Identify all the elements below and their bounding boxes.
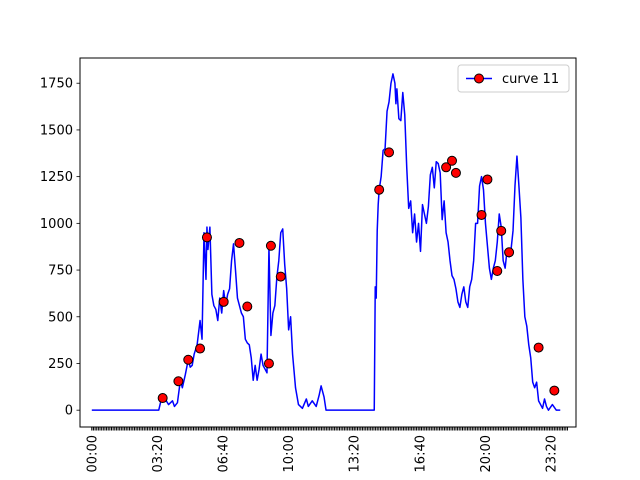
data-point-marker xyxy=(450,167,461,178)
data-point-marker xyxy=(496,225,507,236)
y-axis: 0 250 500 750 1000 1250 1500 1750 xyxy=(40,77,80,419)
data-point-marker xyxy=(447,155,457,166)
y-tick-label: 1500 xyxy=(40,123,73,138)
plot-area xyxy=(80,58,576,427)
y-tick-label: 250 xyxy=(48,357,73,372)
y-tick-label: 0 xyxy=(65,404,73,419)
data-point-marker xyxy=(263,358,274,369)
x-tick-label: 10:00 xyxy=(282,435,297,472)
x-tick-label: 00:00 xyxy=(85,435,100,472)
legend-label: curve 11 xyxy=(502,72,559,87)
data-point-marker xyxy=(275,271,286,282)
y-tick-label: 1750 xyxy=(40,77,73,92)
data-point-marker xyxy=(492,265,503,276)
data-layer xyxy=(91,73,561,411)
legend-box xyxy=(457,64,570,93)
data-point-marker xyxy=(201,232,212,243)
axes-frame xyxy=(79,57,577,428)
data-point-marker xyxy=(476,209,487,220)
x-axis: 00:00 03:20 06:40 10:00 13:20 16:40 20:00 23:20 xyxy=(85,427,560,472)
x-tick-label: 06:40 xyxy=(217,435,232,472)
data-point-marker xyxy=(374,184,385,195)
y-tick-label: 500 xyxy=(48,310,73,325)
data-point-marker xyxy=(384,147,395,158)
data-point-marker xyxy=(195,343,206,354)
data-point-marker xyxy=(173,376,184,387)
legend-marker-swatch xyxy=(474,73,484,84)
x-tick-label: 23:20 xyxy=(545,435,560,472)
data-point-marker xyxy=(482,174,493,185)
data-point-marker xyxy=(234,237,245,248)
y-tick-label: 1000 xyxy=(40,217,73,232)
data-point-marker xyxy=(549,385,560,396)
y-tick-label: 1250 xyxy=(40,170,73,185)
x-tick-label: 03:20 xyxy=(151,435,166,472)
data-point-marker xyxy=(242,301,253,312)
data-point-marker xyxy=(533,342,544,353)
x-tick-label: 20:00 xyxy=(479,435,494,472)
data-point-marker xyxy=(157,393,168,404)
legend: curve 11 xyxy=(457,64,570,93)
data-point-marker xyxy=(218,296,229,307)
data-point-marker xyxy=(183,354,194,365)
data-point-marker xyxy=(441,162,452,173)
y-tick-label: 750 xyxy=(48,264,73,279)
x-tick-label: 16:40 xyxy=(413,435,428,472)
x-tick-label: 13:20 xyxy=(348,435,363,472)
data-point-marker xyxy=(504,247,515,258)
data-point-marker xyxy=(265,240,276,251)
